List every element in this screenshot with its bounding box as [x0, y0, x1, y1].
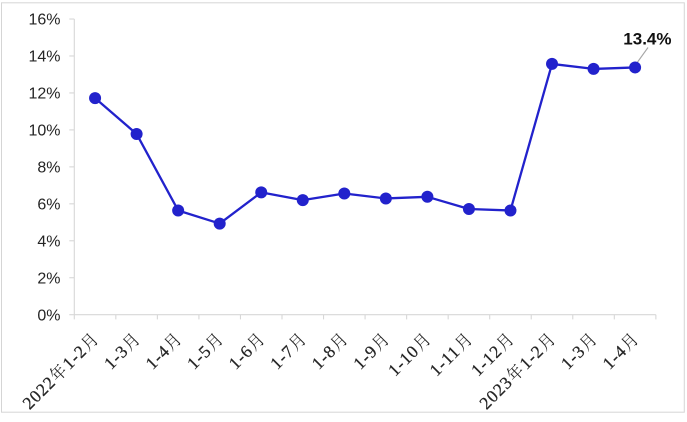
svg-text:10%: 10% — [28, 123, 60, 140]
svg-text:6%: 6% — [37, 196, 60, 213]
svg-text:12%: 12% — [28, 86, 60, 103]
svg-text:0%: 0% — [37, 307, 60, 324]
svg-text:13.4%: 13.4% — [623, 30, 671, 49]
svg-text:2%: 2% — [37, 270, 60, 287]
svg-text:4%: 4% — [37, 233, 60, 250]
svg-text:14%: 14% — [28, 49, 60, 66]
svg-text:16%: 16% — [28, 12, 60, 29]
svg-text:8%: 8% — [37, 159, 60, 176]
